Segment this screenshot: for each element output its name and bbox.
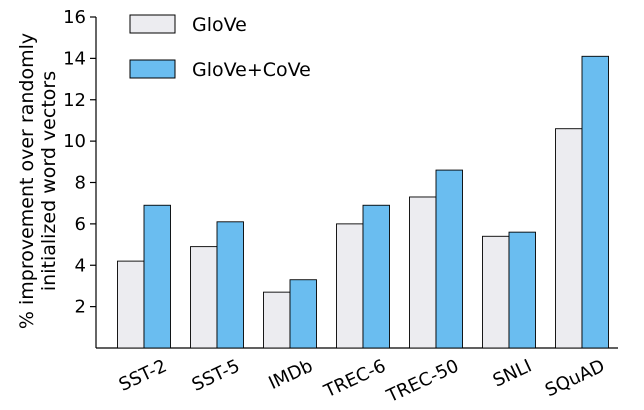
bar-glove-cove-trec-6 bbox=[362, 204, 390, 349]
bar-glove-imdb bbox=[263, 291, 291, 349]
x-tick-label: SNLI bbox=[490, 355, 535, 391]
legend: GloVe GloVe+CoVe bbox=[129, 14, 311, 81]
x-tick-label: SST-2 bbox=[116, 355, 170, 395]
bar-glove-sst-2 bbox=[117, 260, 145, 349]
y-tick-label: 14 bbox=[63, 48, 86, 69]
legend-swatch-glove bbox=[129, 14, 176, 34]
x-tick-label: SST-5 bbox=[189, 355, 243, 395]
bar-glove-cove-sst-2 bbox=[143, 204, 171, 349]
y-axis-label: % improvement over randomly initialized … bbox=[16, 33, 60, 329]
x-tick-label: TREC-50 bbox=[383, 355, 462, 407]
y-axis-label-line-2: initialized word vectors bbox=[38, 71, 60, 291]
x-tick-label: TREC-6 bbox=[320, 355, 389, 402]
x-tick-label: IMDb bbox=[265, 355, 316, 394]
y-tick-label: 6 bbox=[75, 214, 86, 235]
bar-glove-snli bbox=[482, 235, 510, 349]
bar-glove-cove-squad bbox=[581, 55, 609, 349]
y-tick-label: 12 bbox=[63, 90, 86, 111]
bars bbox=[117, 55, 609, 349]
legend-label-glove-cove: GloVe+CoVe bbox=[192, 59, 311, 81]
bar-glove-cove-trec-50 bbox=[435, 169, 463, 349]
bar-glove-sst-5 bbox=[190, 246, 218, 349]
bar-glove-trec-50 bbox=[409, 196, 437, 349]
bar-glove-cove-imdb bbox=[289, 279, 317, 349]
bar-glove-cove-sst-5 bbox=[216, 221, 244, 349]
legend-swatch-glove-cove bbox=[129, 59, 176, 79]
y-axis-label-line-1: % improvement over randomly bbox=[16, 33, 38, 329]
legend-label-glove: GloVe bbox=[192, 14, 247, 36]
y-tick-label: 8 bbox=[75, 173, 86, 194]
y-tick-label: 16 bbox=[63, 7, 86, 28]
bar-glove-trec-6 bbox=[336, 223, 364, 349]
x-tick-label: SQuAD bbox=[542, 355, 608, 401]
y-ticks: 2 4 6 8 10 12 14 16 bbox=[63, 7, 96, 318]
y-tick-label: 4 bbox=[75, 255, 86, 276]
y-tick-label: 10 bbox=[63, 131, 86, 152]
y-tick-label: 2 bbox=[75, 297, 86, 318]
bar-glove-cove-snli bbox=[508, 231, 536, 349]
bar-glove-squad bbox=[555, 128, 583, 349]
